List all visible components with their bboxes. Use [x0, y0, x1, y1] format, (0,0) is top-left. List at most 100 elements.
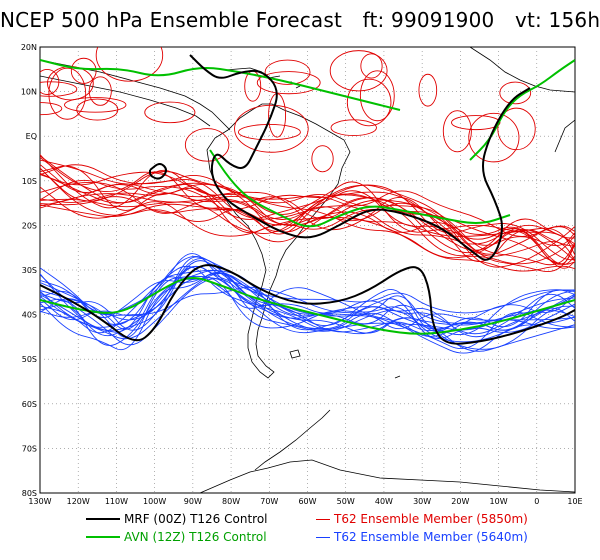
contour-5850m-loop: [329, 50, 388, 92]
contour-5850m-loop: [256, 71, 321, 95]
contour-5850m-loop: [88, 76, 112, 106]
contour-5850m-loop: [359, 70, 395, 122]
lat-label: 20N: [21, 43, 37, 52]
contour-5640m: [40, 256, 575, 331]
contour-avn-control: [40, 277, 575, 335]
lat-label: 10N: [21, 88, 37, 97]
contour-5850m: [40, 164, 575, 237]
contour-avn-control: [209, 149, 511, 228]
contour-5640m: [40, 275, 575, 343]
contour-5850m: [40, 181, 575, 249]
legend-red: T62 Ensemble Member (5850m): [316, 512, 528, 526]
contour-5850m-loop: [330, 119, 377, 137]
contour-5850m-loop: [442, 110, 472, 153]
contour-5850m: [40, 181, 575, 265]
chart-title: NCEP 500 hPa Ensemble Forecast ft: 99091…: [0, 8, 600, 32]
lat-label: 50S: [22, 355, 37, 364]
lat-label: 10S: [22, 177, 37, 186]
contour-5850m-loop: [499, 81, 532, 105]
contour-5850m: [40, 171, 575, 265]
contour-5850m-loop: [184, 128, 230, 162]
contour-mrf-control: [149, 163, 167, 180]
lon-label: 100W: [143, 497, 166, 506]
lon-label: 0: [534, 497, 539, 506]
lon-label: 90W: [184, 497, 202, 506]
lat-label: 80S: [22, 489, 37, 498]
contour-mrf-control: [40, 264, 575, 345]
lon-label: 50W: [337, 497, 355, 506]
lon-label: 80W: [222, 497, 240, 506]
contour-5850m: [40, 172, 575, 246]
contours-avn: [40, 59, 575, 335]
lat-label: 30S: [22, 266, 37, 275]
contour-5850m-loop: [497, 107, 536, 151]
lon-label: 10W: [490, 497, 508, 506]
contour-5850m-loop: [237, 123, 301, 141]
legend-label-avn: AVN (12Z) T126 Control: [124, 530, 267, 544]
contour-5640m: [40, 270, 575, 354]
lat-label: 20S: [22, 221, 37, 230]
lon-label: 30W: [413, 497, 431, 506]
legend-blue: T62 Ensemble Member (5640m): [316, 530, 528, 544]
legend-avn: AVN (12Z) T126 Control: [86, 530, 267, 544]
contour-5850m-loop: [451, 115, 501, 131]
lat-label: 40S: [22, 311, 37, 320]
legend-swatch-blue: [316, 536, 330, 538]
contour-5850m: [40, 186, 575, 272]
contour-5850m-loop: [346, 78, 392, 127]
lon-label: 20W: [451, 497, 469, 506]
contour-5850m: [40, 167, 575, 272]
lon-label: 60W: [298, 497, 316, 506]
contour-5850m-loop: [311, 145, 334, 173]
contours-5850m: [40, 47, 575, 272]
coast-caribbean: [224, 67, 301, 89]
contour-5850m-loop: [48, 67, 87, 120]
contour-5640m: [40, 272, 575, 351]
contour-5850m-loop: [40, 102, 63, 116]
coast-africa: [469, 47, 575, 153]
contour-5850m: [40, 195, 575, 265]
contour-5640m: [40, 266, 575, 349]
lon-label: 120W: [67, 497, 90, 506]
contour-5850m-loop: [70, 57, 97, 84]
contour-5850m: [40, 187, 575, 262]
lon-label: 70W: [260, 497, 278, 506]
lat-label: 60S: [22, 400, 37, 409]
contour-5850m-loop: [264, 59, 311, 85]
legend-label-red: T62 Ensemble Member (5850m): [334, 512, 528, 526]
legend-swatch-avn: [86, 536, 120, 538]
contour-5850m: [40, 154, 575, 266]
contour-5850m-loop: [64, 97, 127, 113]
contour-mrf-control: [189, 54, 531, 261]
contour-5640m: [40, 256, 575, 350]
lon-label: 40W: [375, 497, 393, 506]
latitude-labels: 20N 10N EQ 10S 20S 30S 40S 50S 60S 70S 80S: [21, 43, 37, 498]
contour-5850m-loop: [40, 81, 78, 97]
longitude-labels: 130W 120W 110W 100W 90W 80W 70W 60W 50W 40W 30W 20W…: [28, 497, 582, 506]
coast-antarctica: [199, 409, 575, 493]
contour-5850m-loop: [95, 47, 164, 82]
lat-label: EQ: [26, 132, 37, 141]
lon-label: 110W: [105, 497, 128, 506]
contour-5850m-loop: [468, 112, 520, 163]
coast-falklands: [289, 349, 401, 379]
contour-5640m: [40, 276, 575, 335]
contour-5850m-loop: [40, 69, 60, 95]
contour-5850m-loop: [234, 104, 309, 153]
contour-5850m: [40, 179, 575, 261]
title-main: NCEP 500 hPa Ensemble Forecast: [0, 8, 343, 32]
contour-5640m: [40, 253, 575, 336]
contours-mrf: [40, 54, 575, 345]
contour-5850m-loop: [418, 73, 438, 107]
lon-label: 10E: [567, 497, 582, 506]
lon-label: 130W: [28, 497, 51, 506]
legend-mrf: MRF (00Z) T126 Control: [86, 512, 268, 526]
contour-5850m: [40, 157, 575, 257]
lat-label: 70S: [22, 444, 37, 453]
legend-swatch-red: [316, 518, 330, 520]
contour-5850m: [40, 159, 575, 269]
contour-5850m-loop: [360, 53, 383, 79]
contour-5640m: [40, 265, 575, 338]
legend-label-mrf: MRF (00Z) T126 Control: [124, 512, 268, 526]
